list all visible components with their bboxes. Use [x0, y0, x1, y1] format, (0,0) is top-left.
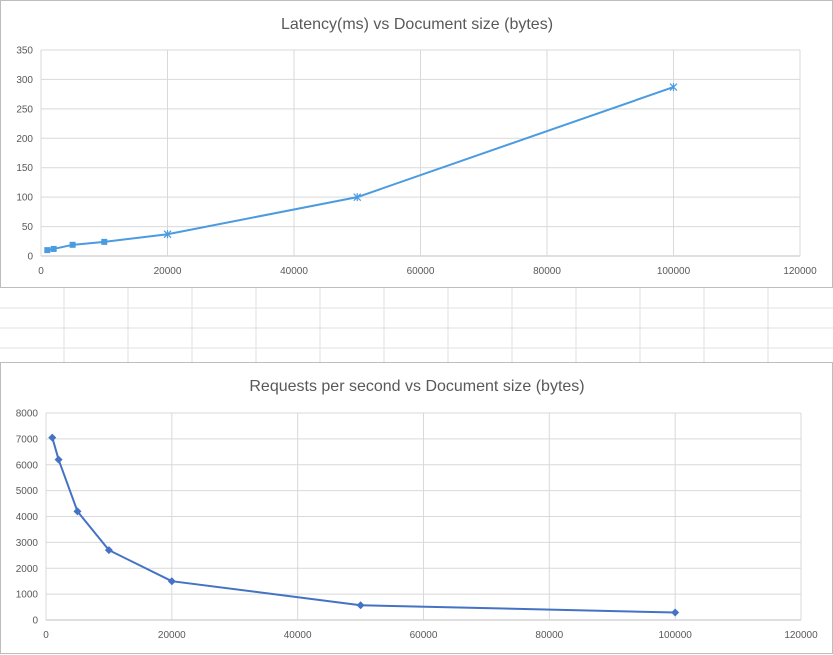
data-point-marker[interactable] [50, 245, 57, 252]
y-tick-label: 350 [16, 46, 33, 57]
y-tick-label: 100 [16, 193, 33, 204]
y-tick-label: 8000 [16, 409, 39, 420]
x-tick-label: 60000 [407, 266, 435, 277]
x-tick-label: 0 [43, 630, 49, 641]
y-tick-label: 5000 [16, 486, 39, 497]
x-tick-label: 20000 [158, 630, 186, 641]
data-point-marker[interactable] [669, 83, 678, 92]
y-tick-label: 4000 [16, 512, 39, 523]
y-tick-label: 0 [32, 616, 38, 627]
y-tick-label: 300 [16, 75, 33, 86]
data-point-marker[interactable] [54, 455, 63, 464]
x-tick-label: 40000 [284, 630, 312, 641]
data-point-marker[interactable] [163, 230, 172, 239]
requests-per-second-chart-canvas: Requests per second vs Document size (by… [16, 378, 818, 641]
chart-title: Requests per second vs Document size (by… [249, 378, 584, 395]
chart-title: Latency(ms) vs Document size (bytes) [281, 16, 553, 33]
x-tick-label: 80000 [535, 630, 563, 641]
data-point-marker[interactable] [353, 193, 362, 202]
x-tick-label: 100000 [658, 630, 692, 641]
y-tick-label: 2000 [16, 564, 39, 575]
y-tick-label: 0 [27, 252, 33, 263]
latency-chart-canvas: Latency(ms) vs Document size (bytes) 0 50… [16, 16, 817, 277]
y-tick-label: 200 [16, 134, 33, 145]
data-point-marker[interactable] [356, 601, 365, 610]
x-tick-label: 100000 [657, 266, 691, 277]
data-point-marker[interactable] [101, 238, 108, 245]
y-tick-label: 250 [16, 104, 33, 115]
data-point-marker[interactable] [104, 546, 113, 555]
series-line [51, 437, 676, 614]
data-point-marker[interactable] [167, 577, 176, 586]
y-tick-label: 50 [22, 222, 34, 233]
data-point-marker[interactable] [44, 247, 51, 254]
y-tick-label: 1000 [16, 590, 39, 601]
requests-per-second-chart[interactable]: Requests per second vs Document size (by… [0, 362, 833, 654]
y-tick-label: 3000 [16, 538, 39, 549]
y-tick-label: 150 [16, 163, 33, 174]
x-tick-label: 120000 [783, 266, 817, 277]
y-tick-label: 7000 [16, 434, 39, 445]
data-point-marker[interactable] [48, 433, 57, 442]
data-point-marker[interactable] [73, 507, 82, 516]
x-tick-label: 40000 [280, 266, 308, 277]
series-line [47, 86, 674, 252]
x-tick-label: 60000 [410, 630, 438, 641]
data-point-marker[interactable] [671, 608, 680, 617]
x-tick-label: 80000 [533, 266, 561, 277]
latency-chart[interactable]: Latency(ms) vs Document size (bytes) 0 50… [0, 0, 833, 288]
data-point-marker[interactable] [69, 241, 76, 248]
x-tick-label: 20000 [154, 266, 182, 277]
y-tick-label: 6000 [16, 460, 39, 471]
x-tick-label: 120000 [784, 630, 818, 641]
x-tick-label: 0 [38, 266, 44, 277]
